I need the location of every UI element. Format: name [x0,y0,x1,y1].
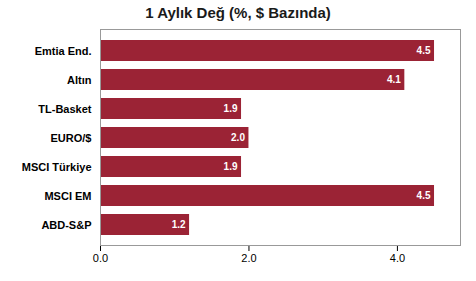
html-text:1 Aylık Değ (%, $ Bazında): 1 Aylık Değ (%, $ Bazında) [145,4,331,21]
svg-text:4.1: 4.1 [387,74,401,85]
svg-text:2.0: 2.0 [231,132,245,143]
svg-text:ABD-S&P: ABD-S&P [41,219,91,231]
svg-text:1.9: 1.9 [224,161,238,172]
svg-text:MSCI Türkiye: MSCI Türkiye [22,161,92,173]
svg-text:1.2: 1.2 [172,219,186,230]
svg-text:Emtia End.: Emtia End. [35,45,92,57]
svg-text:1.9: 1.9 [224,103,238,114]
svg-text:TL-Basket: TL-Basket [38,103,92,115]
svg-text:0.0: 0.0 [93,252,108,264]
svg-text:MSCI EM: MSCI EM [44,190,91,202]
svg-text:Altın: Altın [67,74,92,86]
svg-text:4.0: 4.0 [390,252,405,264]
svg-text:EURO/$: EURO/$ [51,132,92,144]
svg-text:4.5: 4.5 [417,45,431,56]
svg-text:4.5: 4.5 [417,190,431,201]
svg-text:2.0: 2.0 [241,252,256,264]
